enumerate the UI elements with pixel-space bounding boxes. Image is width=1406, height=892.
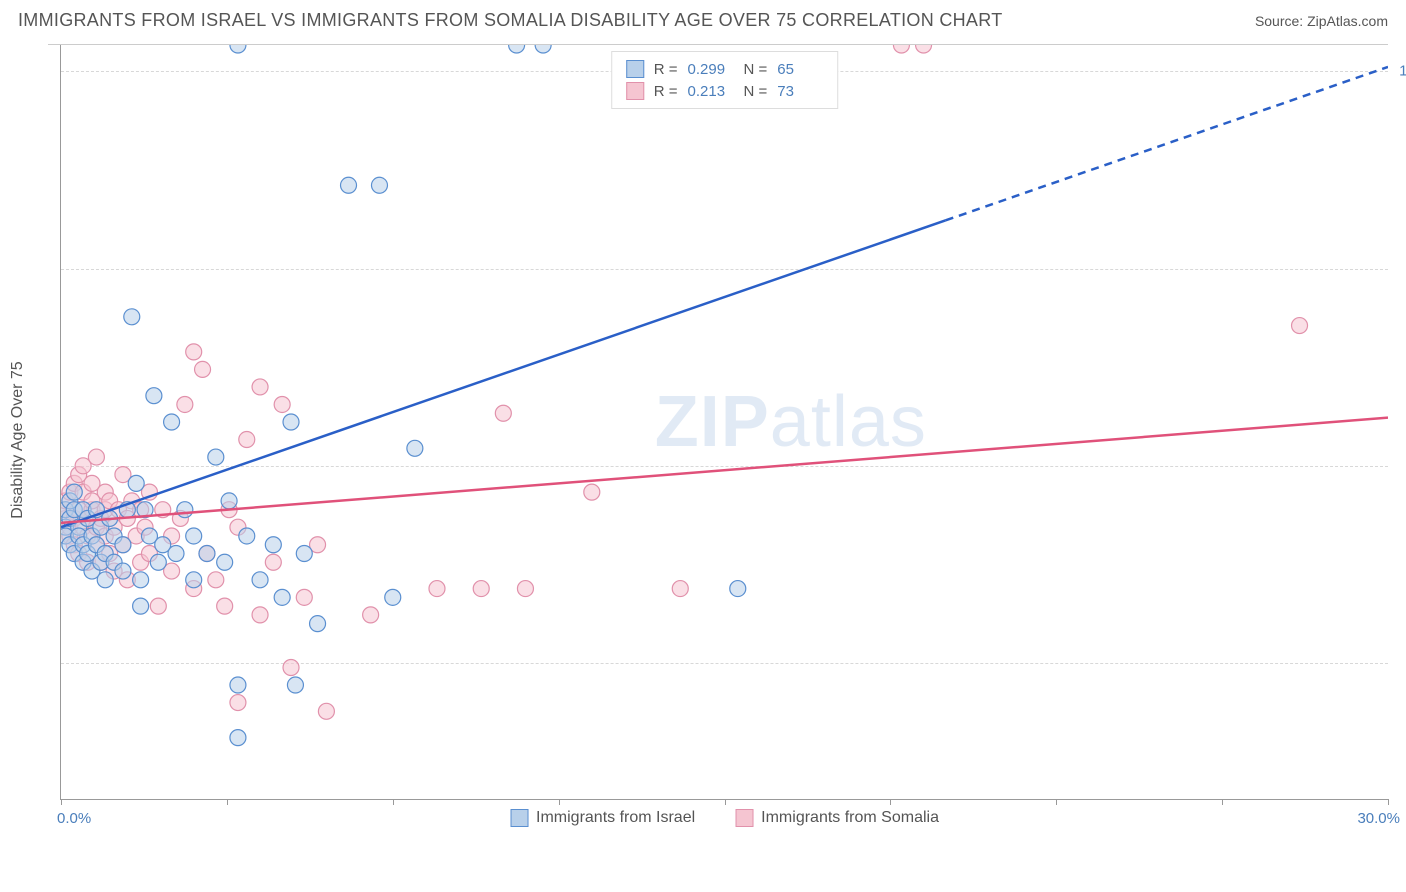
data-point bbox=[509, 45, 525, 53]
data-point bbox=[186, 572, 202, 588]
plot-svg bbox=[61, 45, 1388, 799]
data-point bbox=[265, 537, 281, 553]
x-tick-mark bbox=[1222, 799, 1223, 805]
data-point bbox=[150, 598, 166, 614]
legend-label-2: Immigrants from Somalia bbox=[761, 809, 939, 827]
data-point bbox=[186, 528, 202, 544]
data-point bbox=[239, 528, 255, 544]
data-point bbox=[296, 589, 312, 605]
chart-title: IMMIGRANTS FROM ISRAEL VS IMMIGRANTS FRO… bbox=[18, 10, 1003, 31]
data-point bbox=[239, 432, 255, 448]
data-point bbox=[916, 45, 932, 53]
data-point bbox=[252, 607, 268, 623]
y-axis-label: Disability Age Over 75 bbox=[9, 361, 27, 518]
data-point bbox=[186, 344, 202, 360]
y-tick-label: 100.0% bbox=[1399, 63, 1406, 80]
legend-swatch-2 bbox=[735, 809, 753, 827]
chart-header: IMMIGRANTS FROM ISRAEL VS IMMIGRANTS FRO… bbox=[0, 0, 1406, 37]
x-tick-last: 30.0% bbox=[1357, 810, 1400, 827]
data-point bbox=[252, 379, 268, 395]
data-point bbox=[495, 405, 511, 421]
bottom-legend: Immigrants from Israel Immigrants from S… bbox=[510, 809, 939, 827]
stats-row-series-1: R = 0.299 N = 65 bbox=[626, 58, 824, 80]
data-point bbox=[274, 396, 290, 412]
data-point bbox=[230, 677, 246, 693]
data-point bbox=[230, 695, 246, 711]
data-point bbox=[146, 388, 162, 404]
data-point bbox=[230, 730, 246, 746]
legend-item-1: Immigrants from Israel bbox=[510, 809, 695, 827]
x-tick-mark bbox=[61, 799, 62, 805]
x-tick-mark bbox=[1388, 799, 1389, 805]
regression-line-2 bbox=[61, 418, 1388, 523]
data-point bbox=[133, 598, 149, 614]
data-point bbox=[265, 554, 281, 570]
data-point bbox=[535, 45, 551, 53]
data-point bbox=[318, 703, 334, 719]
data-point bbox=[177, 502, 193, 518]
data-point bbox=[730, 581, 746, 597]
chart-area: Disability Age Over 75 ZIPatlas R = 0.29… bbox=[48, 44, 1388, 834]
data-point bbox=[128, 475, 144, 491]
x-tick-mark bbox=[1056, 799, 1057, 805]
data-point bbox=[893, 45, 909, 53]
data-point bbox=[252, 572, 268, 588]
data-point bbox=[274, 589, 290, 605]
data-point bbox=[164, 414, 180, 430]
data-point bbox=[115, 563, 131, 579]
data-point bbox=[385, 589, 401, 605]
data-point bbox=[199, 546, 215, 562]
data-point bbox=[429, 581, 445, 597]
x-tick-mark bbox=[227, 799, 228, 805]
data-point bbox=[133, 572, 149, 588]
legend-swatch-1 bbox=[510, 809, 528, 827]
x-tick-first: 0.0% bbox=[57, 810, 91, 827]
data-point bbox=[1292, 318, 1308, 334]
data-point bbox=[124, 309, 140, 325]
data-point bbox=[296, 546, 312, 562]
data-point bbox=[217, 554, 233, 570]
data-point bbox=[97, 572, 113, 588]
x-tick-mark bbox=[725, 799, 726, 805]
regression-line-1-dashed bbox=[946, 67, 1388, 220]
data-point bbox=[195, 361, 211, 377]
data-point bbox=[177, 396, 193, 412]
data-point bbox=[473, 581, 489, 597]
x-tick-mark bbox=[393, 799, 394, 805]
data-point bbox=[672, 581, 688, 597]
data-point bbox=[283, 659, 299, 675]
data-point bbox=[217, 598, 233, 614]
data-point bbox=[208, 449, 224, 465]
source-attribution: Source: ZipAtlas.com bbox=[1255, 13, 1388, 29]
data-point bbox=[517, 581, 533, 597]
data-point bbox=[584, 484, 600, 500]
x-tick-mark bbox=[890, 799, 891, 805]
legend-item-2: Immigrants from Somalia bbox=[735, 809, 939, 827]
stats-legend: R = 0.299 N = 65 R = 0.213 N = 73 bbox=[611, 51, 839, 109]
plot-region: ZIPatlas R = 0.299 N = 65 R = 0.213 N = … bbox=[60, 45, 1388, 800]
data-point bbox=[371, 177, 387, 193]
data-point bbox=[88, 449, 104, 465]
data-point bbox=[230, 45, 246, 53]
data-point bbox=[221, 493, 237, 509]
data-point bbox=[363, 607, 379, 623]
x-tick-mark bbox=[559, 799, 560, 805]
swatch-series-2 bbox=[626, 82, 644, 100]
regression-line-1-solid bbox=[61, 220, 946, 527]
swatch-series-1 bbox=[626, 60, 644, 78]
stats-row-series-2: R = 0.213 N = 73 bbox=[626, 80, 824, 102]
data-point bbox=[66, 484, 82, 500]
data-point bbox=[407, 440, 423, 456]
data-point bbox=[283, 414, 299, 430]
data-point bbox=[310, 616, 326, 632]
data-point bbox=[287, 677, 303, 693]
data-point bbox=[115, 537, 131, 553]
legend-label-1: Immigrants from Israel bbox=[536, 809, 695, 827]
data-point bbox=[168, 546, 184, 562]
data-point bbox=[208, 572, 224, 588]
data-point bbox=[341, 177, 357, 193]
data-point bbox=[150, 554, 166, 570]
